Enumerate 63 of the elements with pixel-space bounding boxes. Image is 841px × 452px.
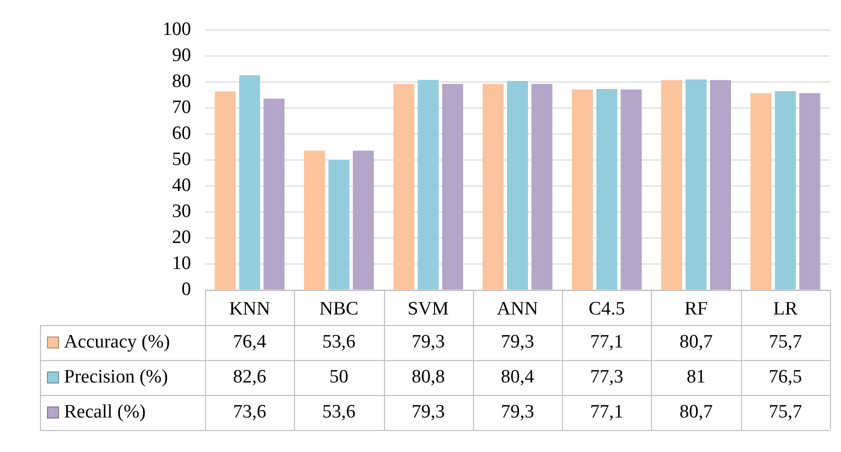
- y-tick-label: 70: [172, 96, 191, 118]
- y-tick-label: 10: [172, 252, 191, 274]
- y-tick-label: 30: [172, 200, 191, 222]
- x-tick-label: NBC: [319, 298, 358, 320]
- y-tick-label: 90: [172, 44, 191, 66]
- data-label: 79,3: [500, 331, 534, 352]
- y-tick-label: 40: [172, 174, 191, 196]
- bar: [661, 80, 682, 290]
- data-label: 76,5: [768, 366, 802, 388]
- x-tick-label: ANN: [496, 298, 538, 320]
- bar: [352, 150, 374, 290]
- data-label: 77,3: [590, 366, 624, 388]
- bar: [214, 91, 236, 290]
- bar: [418, 80, 439, 290]
- data-label: 53,6: [322, 401, 356, 422]
- data-label: 80,8: [412, 366, 445, 388]
- x-tick-label: SVM: [408, 298, 449, 320]
- data-label: 53,6: [322, 331, 356, 352]
- y-tick-label: 0: [182, 278, 191, 300]
- bar: [507, 80, 528, 290]
- x-tick-label: RF: [684, 298, 708, 320]
- data-label: 80,7: [679, 401, 713, 422]
- bar: [531, 84, 552, 290]
- data-label: 79,3: [500, 401, 534, 422]
- bar: [264, 98, 285, 290]
- bar: [572, 90, 593, 290]
- data-label: 80,7: [679, 331, 713, 352]
- y-tick-label: 50: [172, 148, 191, 170]
- data-label: 75,7: [768, 331, 802, 352]
- data-label: 73,6: [233, 401, 266, 422]
- bar: [304, 150, 326, 290]
- bar: [686, 79, 707, 290]
- y-tick-label: 60: [172, 122, 191, 144]
- data-label: 75,7: [768, 401, 802, 422]
- data-label: 77,1: [590, 331, 624, 352]
- y-tick-label: 20: [172, 226, 191, 248]
- bar: [710, 80, 731, 290]
- x-tick-label: KNN: [229, 298, 270, 320]
- data-label: 79,3: [412, 401, 445, 422]
- bar: [482, 84, 504, 290]
- bar: [393, 84, 414, 290]
- data-label: 79,3: [412, 331, 445, 352]
- data-label: 77,1: [590, 401, 624, 422]
- bar: [774, 91, 796, 290]
- bar: [799, 93, 820, 290]
- bar: [328, 160, 350, 290]
- legend-label: Accuracy (%): [64, 331, 170, 352]
- bar: [596, 89, 618, 290]
- data-label: 76,4: [233, 331, 267, 352]
- bar: [750, 93, 772, 290]
- bar: [620, 90, 642, 290]
- y-tick-label: 80: [172, 70, 191, 92]
- data-label: 82,6: [233, 366, 266, 388]
- x-tick-label: LR: [773, 298, 798, 320]
- bar: [239, 75, 260, 290]
- data-label: 81: [686, 366, 706, 388]
- data-label: 80,4: [500, 366, 535, 388]
- legend-label: Precision (%): [64, 366, 168, 388]
- legend-label: Recall (%): [64, 401, 146, 422]
- data-label: 50: [329, 366, 348, 388]
- x-tick-label: C4.5: [588, 298, 626, 320]
- bar: [442, 84, 464, 290]
- y-tick-label: 100: [162, 18, 191, 40]
